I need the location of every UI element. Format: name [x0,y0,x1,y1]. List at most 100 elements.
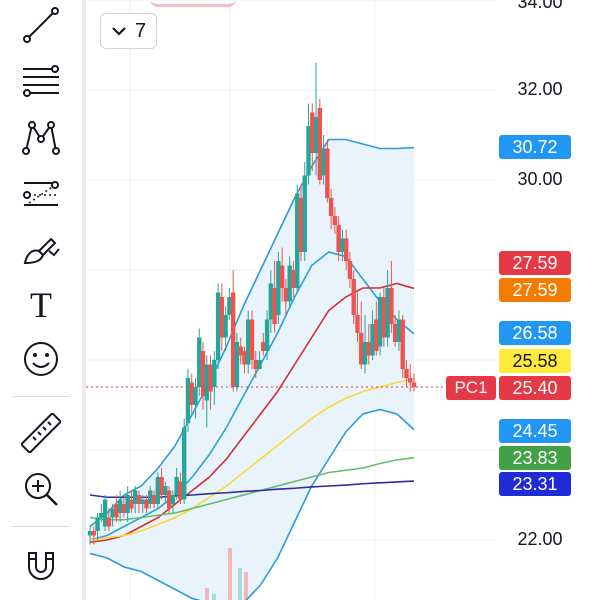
price-label: 22.00 [517,529,563,549]
candle-body [151,495,157,504]
candle-body [389,288,394,324]
ruler-tool[interactable] [16,408,66,458]
toolbar-edge [82,0,86,600]
candle-body [238,346,243,356]
fib-retracement-icon [23,65,59,97]
candle-body [197,337,202,387]
candle-body [106,517,112,527]
upper-band-badge: 30.72 [499,135,571,159]
toolbar-divider [12,396,70,397]
mid-band-line [89,251,415,541]
interval-value: 7 [134,19,147,42]
bollinger-band-fill [90,139,414,600]
candle-body [291,270,296,288]
candle-body [212,360,217,387]
candle-body [302,175,307,252]
candle-body [133,490,138,504]
candle-body [181,427,187,500]
candle-body [404,369,409,378]
candle-body [121,504,127,513]
header-remnant [150,0,236,7]
drawing-toolbar: T [0,0,82,600]
prediction-tool[interactable] [16,168,66,218]
candle-body [178,481,183,500]
candle-body [366,342,371,356]
candle-body [249,319,255,360]
candle-body [253,360,258,369]
price-label: 30.00 [517,169,563,189]
candle-body [148,490,153,504]
candle-body [257,360,262,369]
candle-body [306,126,311,176]
lower-band-line [89,408,415,600]
candle-body [377,297,383,347]
volume-bar [205,588,209,600]
ma-yellow-line [89,378,415,541]
candle-body [110,508,115,518]
price-chart[interactable] [86,0,600,600]
emoji-tool[interactable] [16,334,66,384]
ma-red-line [89,282,415,544]
volume-bar [238,568,242,600]
candle-body [411,382,417,387]
candle-body [359,333,364,365]
indicator-lines [89,138,415,600]
volume-bars [205,548,248,600]
candle-body [99,513,104,518]
ma-navy-line [89,480,415,499]
candle-body [336,225,341,252]
candle-body [227,297,232,315]
candle-body [279,265,285,288]
candle-body [193,387,198,405]
emoji-icon [24,342,58,376]
volume-bar [212,594,216,600]
candle-body [298,198,304,252]
interval-dropdown[interactable]: 7 [100,13,157,49]
magnet-tool[interactable] [16,540,66,590]
price-line-tag[interactable]: PC1 [446,376,496,400]
text-tool-icon: T [30,285,52,325]
candle-body [261,342,266,351]
candle-body [400,319,405,369]
candle-body [204,364,209,401]
zoom-in-tool[interactable] [16,464,66,514]
candles [87,63,417,545]
ma-yellow-badge: 25.58 [499,349,571,373]
candle-body [155,477,161,504]
candle-body [223,315,228,338]
candle-body [166,490,172,509]
candle-body [313,117,319,153]
zoom-in-icon [25,473,58,506]
text-tool[interactable]: T [16,280,66,330]
candle-body [170,495,176,504]
trend-line-icon [23,7,59,43]
pattern-tool[interactable] [16,112,66,162]
brush-icon [23,237,60,265]
candle-body [355,315,360,333]
candle-body [129,499,134,509]
candle-body [295,193,300,288]
candle-body [328,198,334,216]
candle-body [163,486,168,495]
brush-tool[interactable] [16,224,66,274]
candle-body [174,477,179,495]
trend-line-tool[interactable] [16,0,66,50]
candle-body [264,319,270,351]
ma-orange-badge: 27.59 [499,278,571,302]
ma-navy-badge: 23.31 [499,472,571,496]
candle-body [219,297,225,338]
toolbar-divider [12,526,70,527]
ma-red-badge: 27.59 [499,251,571,275]
candle-body [144,499,149,509]
candle-body [347,261,353,279]
volume-bar [228,548,232,600]
candle-body [159,477,164,495]
candle-body [272,288,277,324]
upper-band-line [89,138,415,528]
candle-body [317,108,323,180]
chevron-down-icon [112,27,126,36]
fib-retracement-tool[interactable] [16,56,66,106]
prediction-icon [23,181,59,206]
candle-body [385,288,390,338]
candle-body [310,112,315,153]
